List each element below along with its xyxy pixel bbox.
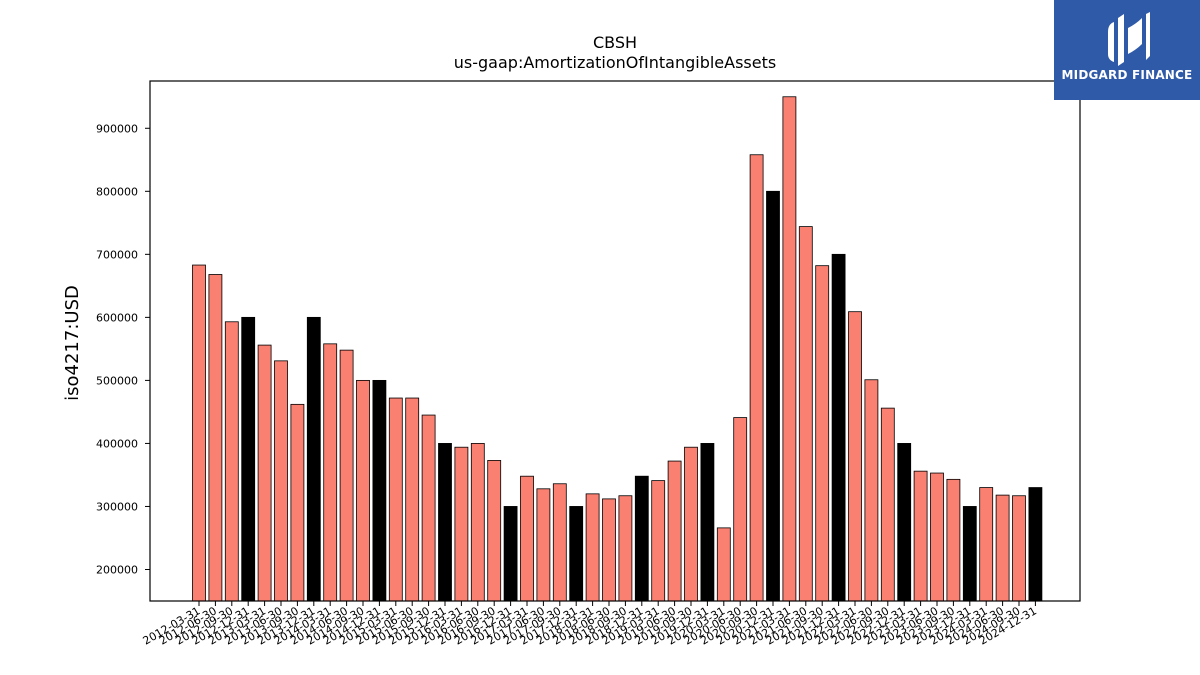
bar: [470, 443, 485, 602]
bar: [569, 506, 584, 602]
bar: [716, 527, 731, 602]
bar: [224, 321, 239, 602]
bar: [552, 483, 567, 602]
bar: [503, 506, 518, 602]
bar: [897, 443, 912, 602]
bar: [880, 407, 895, 602]
bar: [962, 506, 977, 602]
bar: [241, 316, 256, 602]
y-tick-label: 300000: [96, 500, 138, 513]
y-axis-label: iso4217:USD: [62, 285, 83, 401]
bar: [339, 349, 354, 602]
bar: [454, 446, 469, 602]
bar: [798, 226, 813, 602]
bar: [290, 403, 305, 602]
bar: [667, 460, 682, 602]
bar: [946, 478, 961, 602]
bar: [405, 397, 420, 602]
y-axis-ticks: 200000 300000 400000 500000 600000 700000 8000…: [96, 122, 150, 576]
bar: [1028, 487, 1043, 602]
bar: [848, 311, 862, 602]
bar: [192, 264, 206, 602]
y-tick-label: 700000: [96, 248, 138, 261]
bar: [815, 265, 830, 602]
bar: [323, 343, 338, 602]
bar: [257, 344, 272, 602]
bar: [520, 475, 534, 602]
bar: [487, 460, 502, 602]
y-tick-label: 800000: [96, 185, 138, 198]
bar: [634, 475, 649, 602]
y-tick-label: 200000: [96, 563, 138, 576]
bar: [1012, 495, 1026, 602]
bar: [306, 316, 321, 602]
bar: [766, 190, 780, 602]
bar: [372, 379, 387, 602]
bars-group: [192, 96, 1043, 602]
bar: [602, 498, 616, 602]
bar: [930, 472, 944, 602]
bar: [831, 253, 846, 602]
bar: [536, 488, 551, 602]
bar: [749, 154, 764, 602]
chart-title: CBSH: [593, 33, 637, 52]
bar: [995, 494, 1010, 602]
logo-text: MIDGARD FINANCE: [1061, 68, 1193, 82]
y-tick-label: 900000: [96, 122, 138, 135]
y-tick-label: 600000: [96, 311, 138, 324]
bar: [700, 443, 715, 602]
bar: [618, 495, 633, 602]
bar: [585, 493, 600, 602]
bar: [651, 480, 666, 602]
bar: [274, 360, 288, 602]
y-tick-label: 400000: [96, 437, 138, 450]
bar: [684, 446, 698, 602]
chart-subtitle: us-gaap:AmortizationOfIntangibleAssets: [454, 53, 776, 72]
bar: [864, 379, 879, 602]
bar: [782, 96, 797, 602]
bar: [979, 487, 994, 602]
bar: [438, 443, 452, 602]
bar: [388, 397, 403, 602]
bar: [733, 417, 748, 602]
y-tick-label: 500000: [96, 374, 138, 387]
bar: [421, 414, 436, 602]
brand-logo: MIDGARD FINANCE: [1054, 0, 1200, 100]
midgard-logo-icon: [1108, 12, 1150, 66]
bar: [208, 274, 223, 602]
bar: [913, 470, 928, 602]
bar: [356, 379, 370, 602]
x-axis-ticks: 2012-03-312012-06-302012-09-302012-12-31…: [141, 601, 1039, 648]
plot-frame: [149, 80, 1081, 602]
